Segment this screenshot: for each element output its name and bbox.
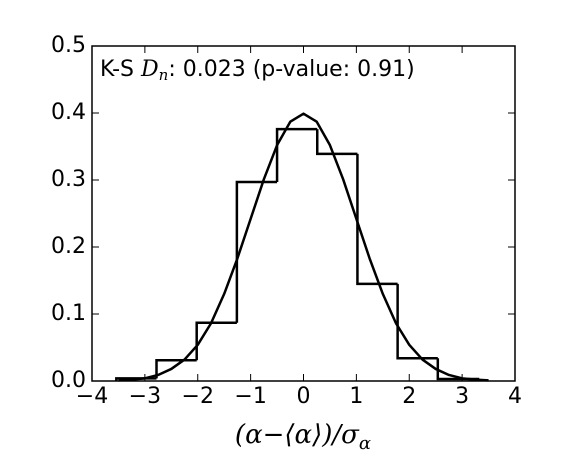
x-tick-label: 4 [508, 384, 522, 409]
x-tick-label: −1 [234, 384, 266, 409]
x-axis-label: (α−⟨α⟩)/σα [235, 420, 371, 454]
plot-frame [91, 45, 516, 382]
annotation-prefix: K-S [100, 57, 141, 82]
y-tick-label: 0.3 [51, 167, 86, 192]
x-label-text: (α−⟨α⟩)/σ [235, 420, 360, 450]
annotation-subscript: n [159, 66, 169, 84]
histogram-step [356, 153, 398, 286]
x-tick-label: 2 [402, 384, 416, 409]
y-tick-label: 0.5 [51, 33, 86, 58]
x-tick-label: −3 [129, 384, 161, 409]
annotation-symbol: D [140, 57, 159, 82]
x-label-subscript: α [359, 433, 371, 454]
y-tick-label: 0.4 [51, 100, 86, 125]
histogram-step [155, 358, 197, 379]
x-tick-label: 1 [349, 384, 363, 409]
x-tick-label: 3 [455, 384, 469, 409]
y-tick-label: 0.0 [51, 368, 86, 393]
annotation: K-S Dn: 0.023 (p-value: 0.91) [100, 57, 415, 84]
annotation-text: : 0.023 (p-value: 0.91) [168, 57, 414, 82]
normal-curve [118, 112, 489, 382]
histogram-step [195, 321, 237, 361]
y-tick-label: 0.2 [51, 234, 86, 259]
histogram-step [275, 127, 318, 183]
histogram-step [315, 129, 358, 156]
x-tick-label: 0 [297, 384, 311, 409]
x-tick-label: −2 [182, 384, 214, 409]
y-tick-label: 0.1 [51, 301, 86, 326]
x-tick-label: −4 [76, 384, 108, 409]
histogram-step [396, 283, 438, 360]
